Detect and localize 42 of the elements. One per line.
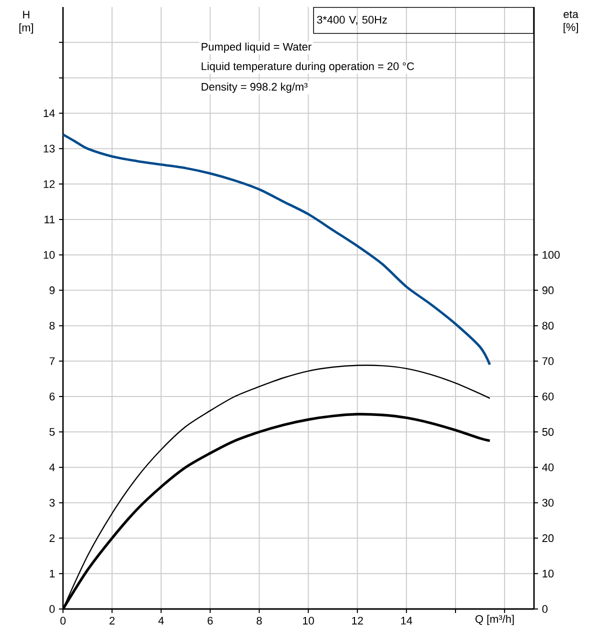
annotation: Pumped liquid = Water: [202, 42, 312, 53]
x-tick-label: 12: [352, 616, 363, 624]
y-tick-label: 8: [50, 322, 55, 330]
y-tick-label: 11: [44, 216, 55, 224]
y-axis-title: H [m]: [19, 10, 34, 34]
y-tick-label: 14: [44, 109, 55, 117]
y2-tick-label: 10: [542, 570, 554, 578]
y2-tick-label: 100: [542, 251, 560, 259]
y2-tick-label: 0: [542, 605, 548, 613]
y-tick-label: 7: [50, 357, 55, 365]
annotation: Density = 998.2 kg/m³: [202, 82, 308, 93]
x-tick-label: 14: [401, 616, 412, 624]
y2-tick-label: 50: [542, 428, 554, 436]
y-tick-label: 6: [50, 392, 55, 400]
y2-axis-title: eta [%]: [564, 10, 578, 34]
y-tick-label: 12: [44, 180, 55, 188]
annotation: Liquid temperature during operation = 20 °C: [202, 62, 414, 72]
y-tick-label: 2: [50, 534, 55, 542]
x-tick-label: 2: [110, 616, 115, 624]
x-tick-label: 8: [256, 616, 262, 625]
y2-tick-label: 80: [542, 322, 554, 330]
text: 3*400 V, 50Hz: [317, 16, 387, 25]
y-tick-label: 13: [44, 144, 55, 153]
x-tick-label: 6: [208, 616, 213, 625]
y2-tick-label: 40: [542, 463, 554, 472]
y-tick-label: 10: [44, 251, 55, 259]
x-tick-label: 10: [303, 616, 314, 625]
y-tick-label: 9: [50, 286, 55, 294]
y2-tick-label: 30: [542, 498, 554, 507]
y2-tick-label: 20: [542, 534, 554, 542]
x-axis-title: Q [m³/h]: [475, 614, 514, 626]
y2-tick-label: 60: [542, 392, 554, 400]
y-tick-label: 3: [49, 498, 55, 507]
y-tick-label: 0: [49, 605, 55, 613]
x-tick-label: 0: [60, 616, 66, 625]
y2-tick-label: 90: [542, 286, 554, 294]
line-series: [62, 133, 492, 366]
y-tick-label: 5: [49, 428, 55, 436]
y2-tick-label: 70: [542, 357, 554, 365]
x-tick-label: 4: [158, 616, 164, 624]
y-tick-label: 1: [50, 570, 55, 578]
y-tick-label: 4: [49, 464, 55, 472]
